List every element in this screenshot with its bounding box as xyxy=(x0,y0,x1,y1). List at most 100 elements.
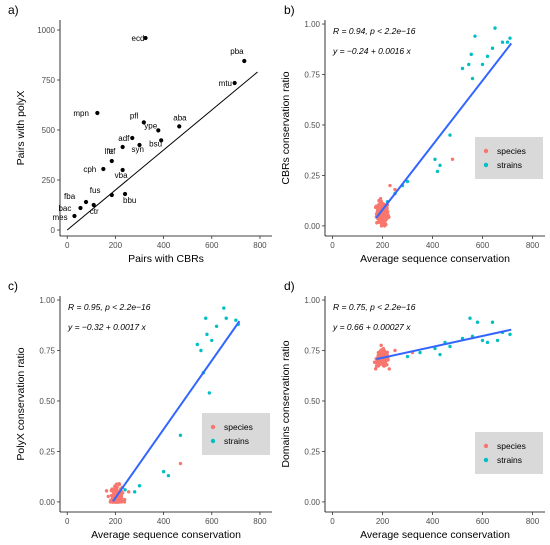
point-pba xyxy=(242,58,247,64)
species-point xyxy=(381,363,385,367)
y-tick-label: 1.00 xyxy=(39,296,55,305)
strain-point xyxy=(438,352,442,357)
x-tick-label: 600 xyxy=(476,517,490,526)
point-vba xyxy=(120,167,125,173)
point-syn xyxy=(137,142,142,148)
y-tick-label: 0.50 xyxy=(304,121,320,130)
y-tick-label: 0.25 xyxy=(39,447,55,456)
y-tick-label: 0.50 xyxy=(39,397,55,406)
strain-point xyxy=(473,34,477,38)
species-point xyxy=(381,346,386,351)
strain-point xyxy=(495,338,500,343)
strain-point xyxy=(505,40,510,44)
species-point xyxy=(374,360,378,365)
strain-point xyxy=(460,66,465,71)
species-point xyxy=(114,500,118,504)
point-label-mpn: mpn xyxy=(73,109,89,118)
point-label-bbu: bbu xyxy=(123,196,136,205)
y-tick-label: 1.00 xyxy=(304,20,320,29)
species-point xyxy=(378,219,382,223)
point-label-fba: fba xyxy=(64,192,76,201)
species-point xyxy=(384,210,388,215)
point-label-ctr: ctr xyxy=(90,207,99,216)
species-point xyxy=(388,183,392,188)
strain-point xyxy=(123,488,127,492)
fit-line xyxy=(375,42,513,219)
legend-label-strains: strains xyxy=(497,160,522,170)
species-point xyxy=(126,490,131,494)
strain-point xyxy=(485,54,490,59)
strain-point xyxy=(205,332,209,337)
y-tick-label: 0.75 xyxy=(304,71,320,80)
strain-point xyxy=(433,346,437,351)
y-tick-label: 0.75 xyxy=(304,347,320,356)
strain-point xyxy=(210,338,214,343)
x-tick-label: 200 xyxy=(109,517,123,526)
point-label-aba: aba xyxy=(173,113,187,122)
strain-point xyxy=(438,163,442,168)
x-tick-label: 200 xyxy=(109,241,123,250)
x-axis-label: Average sequence conservation xyxy=(360,529,510,541)
legend-label-species: species xyxy=(224,422,253,432)
strain-point xyxy=(448,344,452,349)
point-fus xyxy=(109,192,114,198)
species-point xyxy=(117,500,122,504)
legend-key-species xyxy=(483,443,489,449)
strain-point xyxy=(480,62,485,67)
point-mtu xyxy=(232,80,237,86)
x-tick-label: 0 xyxy=(330,517,335,526)
species-point xyxy=(393,348,397,353)
y-axis-label: PolyX conservation ratio xyxy=(15,347,27,460)
x-tick-label: 400 xyxy=(157,241,171,250)
species-point xyxy=(114,490,118,494)
point-label-pba: pba xyxy=(230,47,244,56)
strain-point xyxy=(433,157,437,161)
strain-point xyxy=(467,62,471,67)
legend-key-strains xyxy=(210,438,216,444)
strain-point xyxy=(508,332,512,337)
panel-d: d) 0 200 400 600 800 0.00 0.25 0.50 0.75 1.00 Avera… xyxy=(280,279,545,541)
strain-point xyxy=(224,316,228,320)
legend-box xyxy=(475,432,543,474)
point-label-vba: vba xyxy=(115,171,128,180)
diagonal-line xyxy=(66,71,258,231)
strain-point xyxy=(468,316,472,320)
point-label-bac: bac xyxy=(58,204,71,213)
species-point xyxy=(373,205,378,210)
panel-a: a) 0 200 400 600 800 0 250 500 750 1000 Pairs with … xyxy=(8,3,272,265)
strain-point xyxy=(448,133,452,137)
legend-key-species xyxy=(210,424,216,430)
strain-point xyxy=(178,433,183,437)
y-tick-label: 0.50 xyxy=(304,397,320,406)
species-point xyxy=(374,364,379,368)
fit-line xyxy=(112,320,241,502)
strain-point xyxy=(475,320,480,324)
species-point xyxy=(387,367,391,371)
x-tick-label: 800 xyxy=(253,241,267,250)
legend-label-strains: strains xyxy=(224,436,249,446)
point-ttf xyxy=(120,144,125,150)
strain-point xyxy=(470,76,475,81)
y-tick-label: 0.25 xyxy=(304,447,320,456)
strain-point xyxy=(161,469,166,474)
y-tick-label: 0.00 xyxy=(39,498,55,507)
legend-box xyxy=(202,413,270,455)
y-tick-label: 500 xyxy=(42,126,56,135)
y-axis-label: Pairs with polyX xyxy=(15,91,27,166)
panel-label-a: a) xyxy=(8,3,19,17)
point-mes xyxy=(72,213,77,219)
point-label-syn: syn xyxy=(132,145,144,154)
point-label-mes: mes xyxy=(52,213,67,222)
panel-label-d: d) xyxy=(284,279,295,293)
species-point xyxy=(112,493,116,497)
point-label-ype: ype xyxy=(144,121,157,130)
point-label-lfe: lfe xyxy=(105,147,114,156)
point-adf xyxy=(130,135,135,141)
x-tick-label: 800 xyxy=(253,517,267,526)
point-label-adf: adf xyxy=(118,134,130,143)
point-label-bsu: bsu xyxy=(149,139,162,148)
x-tick-label: 0 xyxy=(65,241,70,250)
y-tick-label: 250 xyxy=(42,176,56,185)
x-tick-label: 200 xyxy=(376,241,390,250)
